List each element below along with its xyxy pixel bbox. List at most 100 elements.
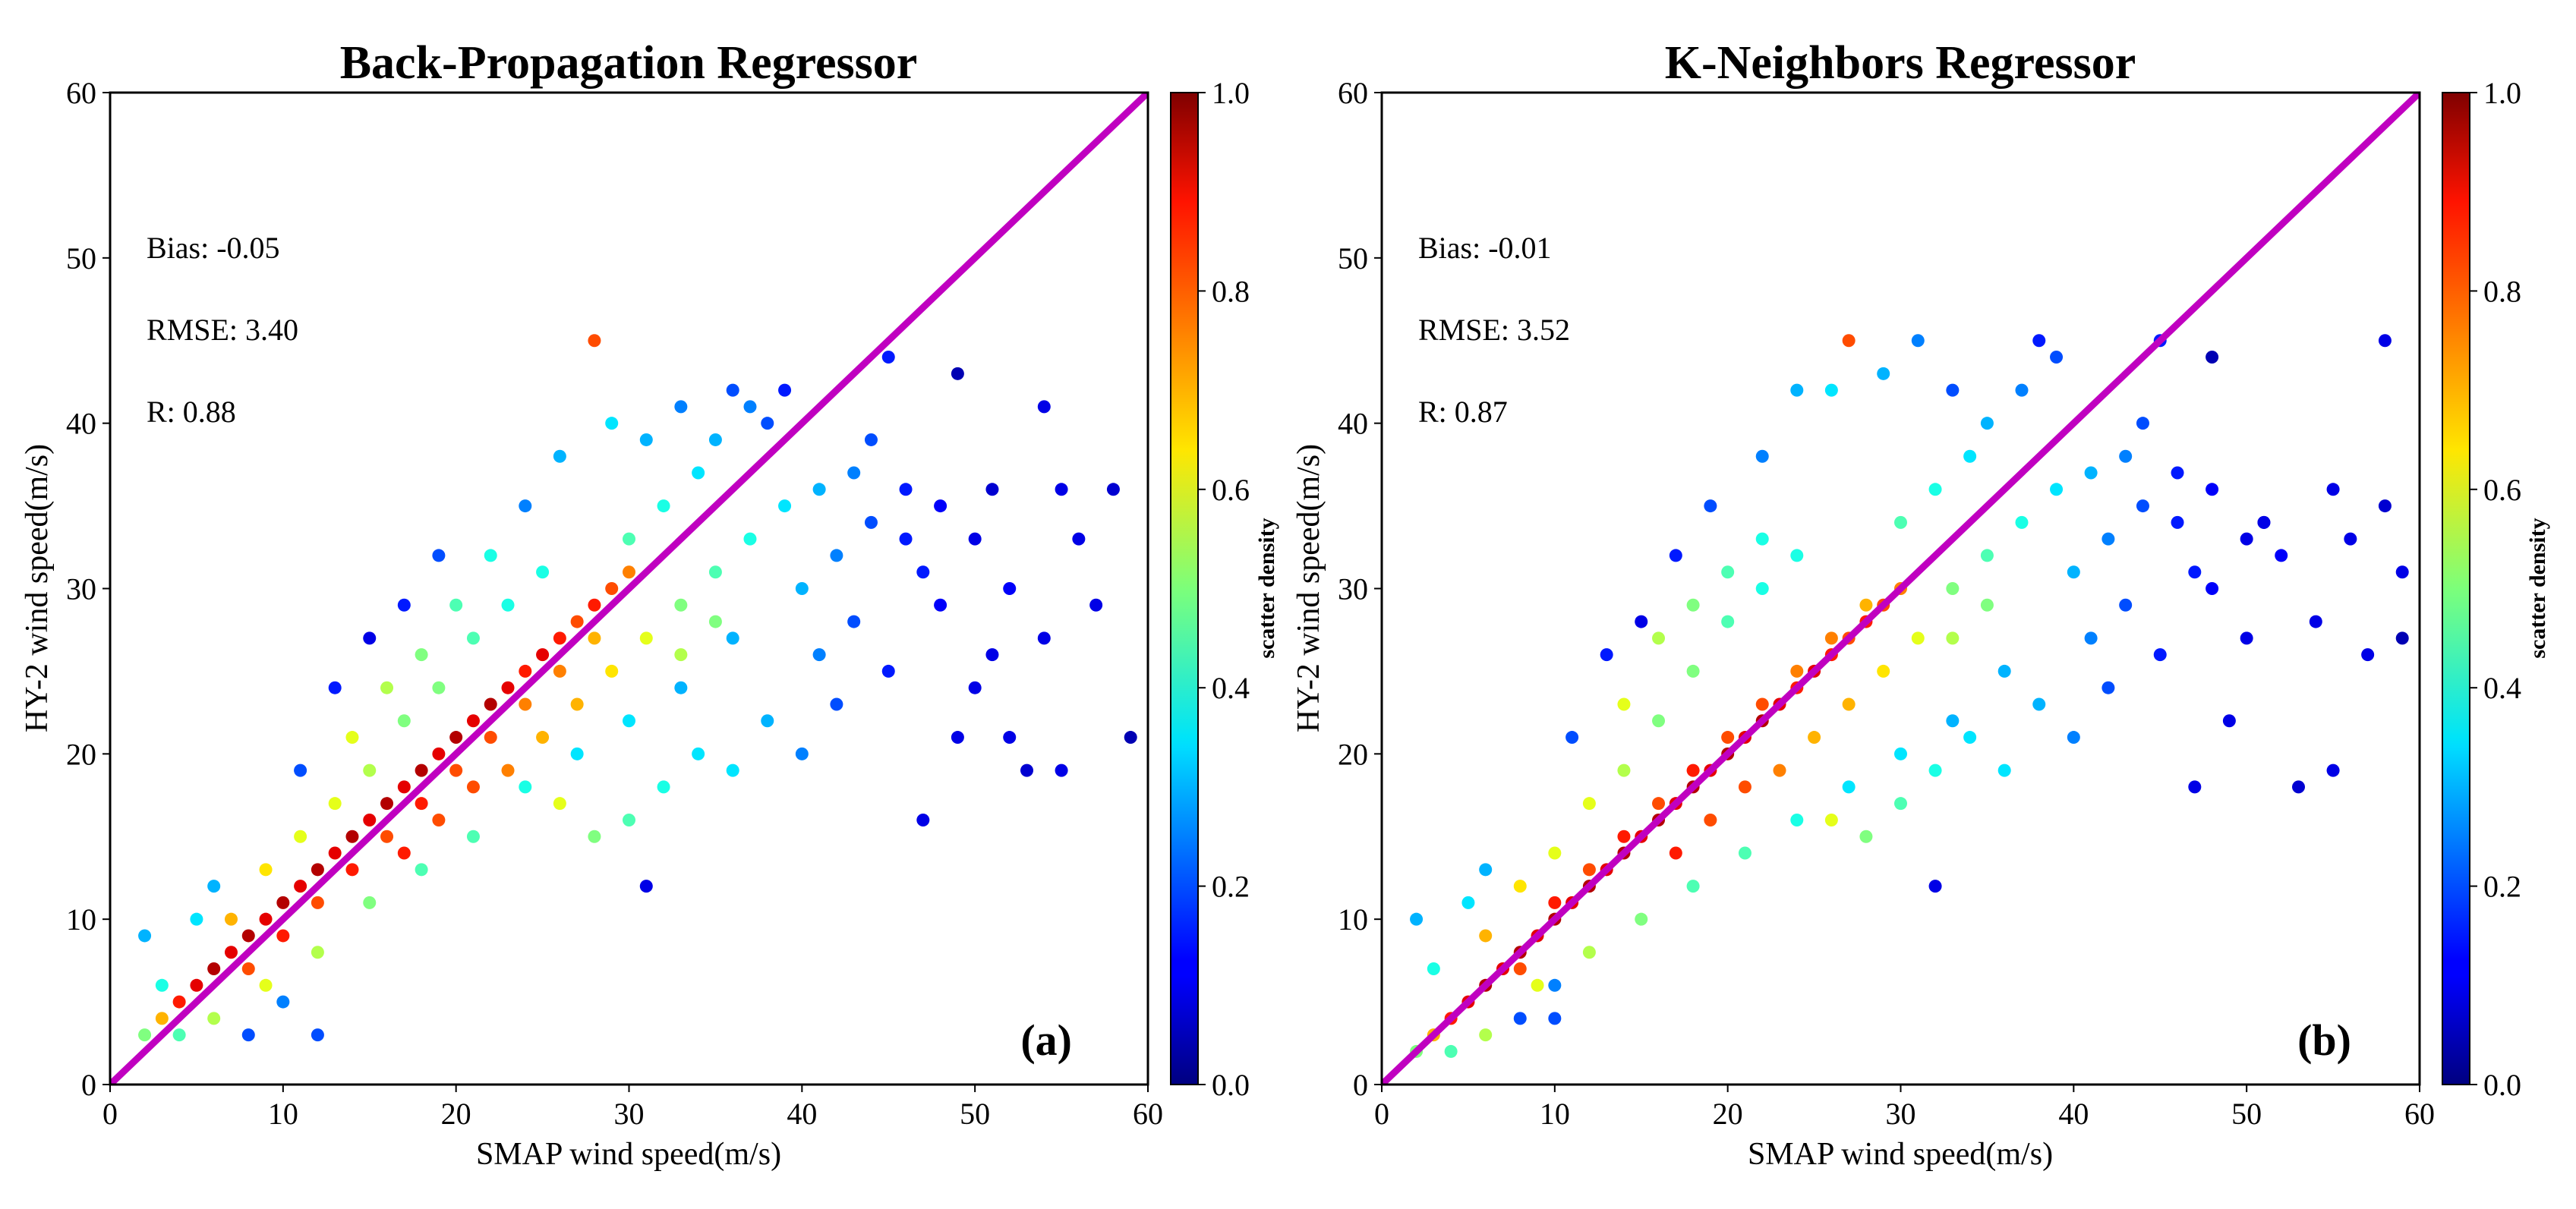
- scatter-point-a: [588, 631, 601, 645]
- scatter-point-a: [778, 383, 792, 397]
- scatter-point-b: [2050, 351, 2064, 364]
- scatter-point-a: [519, 780, 532, 794]
- colorbar-tick-label-a: 0.6: [1212, 473, 1250, 507]
- y-axis-label-a: HY-2 wind speed(m/s): [20, 444, 55, 732]
- x-tick-label-a: 30: [614, 1097, 645, 1131]
- scatter-point-b: [2101, 681, 2115, 694]
- y-tick-label-b: 40: [1338, 407, 1368, 441]
- scatter-point-a: [449, 731, 463, 745]
- x-axis-label-a: SMAP wind speed(m/s): [476, 1137, 781, 1172]
- scatter-point-b: [1652, 631, 1666, 645]
- scatter-point-b: [1669, 846, 1682, 860]
- scatter-point-b: [1946, 714, 1960, 728]
- scatter-point-b: [1582, 946, 1596, 959]
- scatter-point-a: [397, 598, 411, 612]
- scatter-point-b: [2084, 631, 2098, 645]
- y-tick-label-b: 20: [1338, 737, 1368, 771]
- scatter-point-b: [1738, 846, 1751, 860]
- scatter-point-b: [2257, 515, 2271, 529]
- x-tick-label-a: 40: [787, 1097, 817, 1131]
- r-stat-a: R: 0.88: [147, 395, 236, 429]
- scatter-point-b: [1755, 449, 1769, 463]
- scatter-point-b: [2395, 631, 2409, 645]
- scatter-point-a: [294, 880, 307, 893]
- scatter-point-a: [1020, 763, 1034, 777]
- scatter-point-b: [1617, 830, 1631, 843]
- scatter-point-b: [1513, 880, 1527, 893]
- scatter-point-b: [1479, 929, 1493, 943]
- scatter-point-a: [985, 483, 999, 496]
- scatter-point-a: [415, 797, 428, 811]
- scatter-point-a: [224, 912, 238, 926]
- scatter-point-a: [830, 697, 843, 711]
- scatter-point-b: [2240, 532, 2253, 546]
- scatter-point-a: [484, 697, 497, 711]
- panel-b: K-Neighbors Regressor 0 10 20 30 40 50 60 0 10 2…: [1291, 37, 2435, 1172]
- scatter-point-a: [363, 631, 377, 645]
- scatter-point-a: [138, 929, 152, 943]
- scatter-point-a: [916, 813, 930, 826]
- scatter-point-a: [501, 598, 515, 612]
- scatter-point-b: [1946, 631, 1960, 645]
- scatter-point-a: [951, 731, 964, 745]
- scatter-point-b: [1842, 334, 1856, 348]
- scatter-point-a: [345, 731, 359, 745]
- scatter-point-a: [241, 929, 255, 943]
- scatter-point-b: [1444, 1044, 1458, 1058]
- scatter-point-b: [1721, 731, 1735, 745]
- x-tick-label-a: 20: [441, 1097, 471, 1131]
- scatter-point-a: [657, 499, 670, 513]
- scatter-point-a: [553, 664, 566, 678]
- scatter-point-a: [674, 400, 688, 414]
- scatter-point-a: [397, 846, 411, 860]
- scatter-point-b: [2378, 334, 2392, 348]
- scatter-point-a: [1089, 598, 1103, 612]
- scatter-point-b: [1704, 499, 1717, 513]
- scatter-point-b: [1548, 896, 1562, 909]
- scatter-point-a: [1072, 532, 1086, 546]
- scatter-point-a: [363, 813, 377, 826]
- r-stat-b: R: 0.87: [1418, 395, 1508, 429]
- scatter-point-a: [449, 763, 463, 777]
- scatter-point-b: [1652, 797, 1666, 811]
- scatter-point-a: [1124, 731, 1137, 745]
- scatter-point-a: [432, 549, 446, 562]
- scatter-point-b: [2119, 449, 2133, 463]
- scatter-point-a: [881, 664, 895, 678]
- x-axis-label-b: SMAP wind speed(m/s): [1748, 1137, 2053, 1172]
- scatter-point-b: [1738, 780, 1751, 794]
- scatter-point-a: [674, 681, 688, 694]
- scatter-point-b: [1842, 780, 1856, 794]
- scatter-point-b: [1617, 763, 1631, 777]
- x-tick-label-b: 10: [1540, 1097, 1570, 1131]
- scatter-points-b: [1410, 334, 2409, 1058]
- scatter-point-a: [536, 731, 550, 745]
- y-tick-label-b: 10: [1338, 902, 1368, 937]
- colorbar-tick-label-a: 0.0: [1212, 1068, 1250, 1102]
- scatter-point-b: [2222, 714, 2236, 728]
- scatter-point-a: [553, 631, 566, 645]
- panel-label-a: (a): [1020, 1015, 1072, 1065]
- scatter-point-a: [968, 532, 982, 546]
- scatter-point-b: [1894, 747, 1907, 760]
- colorbar-label-b: scatter density: [2525, 518, 2550, 658]
- scatter-point-b: [1721, 565, 1735, 579]
- scatter-point-a: [363, 763, 377, 777]
- scatter-point-a: [466, 631, 480, 645]
- scatter-point-a: [484, 731, 497, 745]
- y-tick-label-a: 0: [81, 1068, 96, 1102]
- scatter-point-b: [1582, 863, 1596, 877]
- scatter-point-b: [2326, 763, 2340, 777]
- scatter-point-a: [155, 978, 169, 992]
- scatter-point-b: [1790, 664, 1804, 678]
- scatter-point-a: [172, 995, 186, 1009]
- scatter-point-a: [934, 499, 947, 513]
- scatter-point-b: [1824, 383, 1838, 397]
- scatter-point-b: [2050, 483, 2064, 496]
- scatter-point-a: [761, 714, 774, 728]
- scatter-point-a: [294, 830, 307, 843]
- scatter-point-b: [1755, 582, 1769, 595]
- scatter-point-b: [1928, 483, 1942, 496]
- chart-title-a: Back-Propagation Regressor: [340, 37, 918, 89]
- scatter-point-a: [397, 780, 411, 794]
